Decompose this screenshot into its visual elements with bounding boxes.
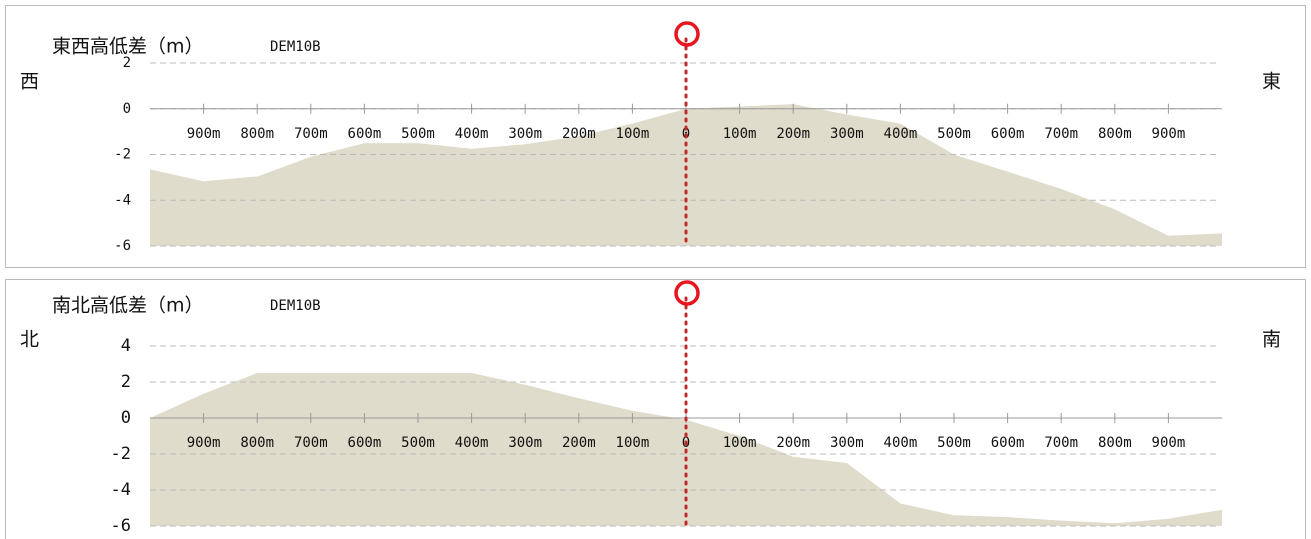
x-tick-label: 500m [937, 435, 971, 451]
y-tick-label: -6 [111, 516, 131, 536]
x-tick-label: 600m [991, 126, 1025, 142]
y-tick-label: 2 [123, 55, 131, 71]
x-tick-label: 100m [616, 435, 650, 451]
y-tick-label: 4 [121, 336, 131, 356]
x-tick-label: 200m [776, 126, 810, 142]
y-tick-label: -4 [111, 480, 131, 500]
x-tick-label: 500m [937, 126, 971, 142]
y-tick-label: 2 [121, 372, 131, 392]
x-tick-label: 400m [455, 126, 489, 142]
x-tick-label: 800m [240, 126, 274, 142]
x-tick-label: 100m [723, 435, 757, 451]
x-tick-label: 900m [1152, 435, 1186, 451]
y-tick-label: -6 [114, 238, 131, 254]
x-tick-label: 300m [508, 435, 542, 451]
x-tick-label: 800m [1098, 435, 1132, 451]
x-tick-label: 200m [776, 435, 810, 451]
chart-title: 東西高低差（m） [52, 36, 204, 58]
x-tick-label: 300m [508, 126, 542, 142]
x-tick-label: 700m [294, 126, 328, 142]
x-tick-label: 900m [187, 435, 221, 451]
x-tick-label: 400m [884, 126, 918, 142]
x-tick-label: 600m [348, 126, 382, 142]
panel [5, 5, 1306, 268]
x-tick-label: 300m [830, 435, 864, 451]
x-tick-label: 500m [401, 435, 435, 451]
side-label: 北 [20, 329, 39, 351]
side-label: 東 [1262, 71, 1281, 93]
x-tick-label: 200m [562, 435, 596, 451]
x-tick-label: 200m [562, 126, 596, 142]
x-tick-label: 700m [294, 435, 328, 451]
chart-title: 南北高低差（m） [52, 295, 204, 317]
y-tick-label: 0 [121, 408, 131, 428]
y-tick-label: -2 [111, 444, 131, 464]
panel [5, 279, 1306, 539]
x-tick-label: 900m [187, 126, 221, 142]
center-circle [674, 21, 700, 47]
x-tick-label: 800m [1098, 126, 1132, 142]
x-tick-label: 100m [616, 126, 650, 142]
x-tick-label: 600m [348, 435, 382, 451]
y-tick-label: 0 [123, 101, 131, 117]
side-label: 西 [20, 71, 39, 93]
x-tick-label: 300m [830, 126, 864, 142]
y-tick-label: -2 [114, 147, 131, 163]
chart-subtitle: DEM10B [270, 39, 321, 55]
x-tick-label: 600m [991, 435, 1025, 451]
y-tick-label: -4 [114, 192, 131, 208]
chart-subtitle: DEM10B [270, 298, 321, 314]
center-circle [674, 280, 700, 306]
x-tick-label: 400m [884, 435, 918, 451]
x-tick-label: 700m [1044, 126, 1078, 142]
x-tick-label: 100m [723, 126, 757, 142]
side-label: 南 [1262, 329, 1281, 351]
x-tick-label: 500m [401, 126, 435, 142]
x-tick-label: 700m [1044, 435, 1078, 451]
x-tick-label: 400m [455, 435, 489, 451]
x-tick-label: 800m [240, 435, 274, 451]
x-tick-label: 900m [1152, 126, 1186, 142]
